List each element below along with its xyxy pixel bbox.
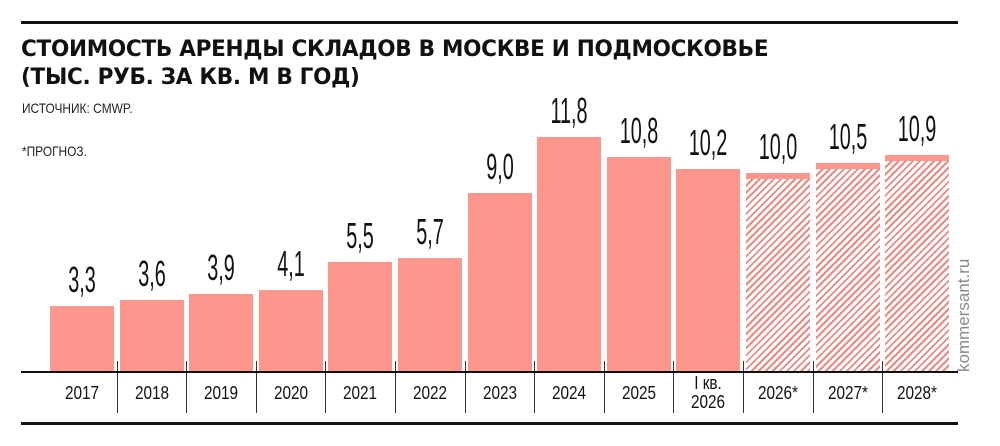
source-note: ИСТОЧНИК: CMWP. — [22, 100, 133, 116]
category-label: 2023 — [482, 383, 517, 403]
bar-2 — [189, 293, 254, 371]
value-label: 3,6 — [137, 252, 166, 294]
value-label: 10,5 — [828, 116, 867, 158]
axis-tick — [882, 361, 884, 413]
value-label: 10,8 — [619, 110, 659, 152]
axis-tick — [603, 361, 605, 413]
axis-tick — [673, 361, 675, 413]
forecast-note: *ПРОГНОЗ. — [22, 143, 87, 159]
category-label: 2022 — [412, 383, 448, 403]
category-label: 2018 — [134, 383, 169, 403]
forecast-bar-cap — [815, 163, 880, 170]
value-label: 9,0 — [485, 145, 514, 187]
axis-tick — [743, 361, 744, 413]
axis-tick — [325, 361, 327, 413]
value-label: 4,1 — [277, 242, 305, 284]
value-label: 10,0 — [758, 126, 798, 167]
bar-5 — [398, 258, 462, 371]
forecast-bar-cap — [746, 173, 810, 179]
bar-4 — [328, 262, 393, 371]
value-label: 3,3 — [68, 258, 96, 300]
bar-6 — [467, 192, 532, 371]
value-label: 5,5 — [346, 215, 375, 257]
axis-tick — [395, 361, 396, 413]
bar-12 — [885, 155, 950, 371]
axis-tick — [812, 361, 814, 413]
bar-1 — [119, 299, 184, 371]
category-label: 2027* — [827, 383, 868, 403]
forecast-bar-cap — [885, 155, 950, 162]
category-label: 2021 — [343, 383, 378, 403]
category-label: 2019 — [204, 383, 239, 403]
axis-tick — [534, 361, 536, 413]
chart-title-line2: (ТЫС. РУБ. ЗА КВ. М В ГОД) — [21, 65, 360, 90]
x-axis — [21, 371, 958, 373]
category-label: 2020 — [273, 383, 308, 403]
bar-7 — [537, 137, 602, 371]
chart-title-line1: СТОИМОСТЬ АРЕНДЫ СКЛАДОВ В МОСКВЕ И ПОДМ… — [21, 37, 769, 62]
value-label: 10,9 — [897, 108, 937, 150]
axis-tick — [116, 361, 118, 413]
bar-8 — [606, 157, 671, 371]
value-label: 11,8 — [550, 90, 588, 132]
category-label: 2028* — [897, 383, 938, 403]
category-label: 2025 — [621, 383, 656, 403]
bar-0 — [50, 305, 114, 371]
category-label: 2024 — [552, 383, 587, 403]
bar-10 — [746, 173, 810, 371]
value-label: 5,7 — [416, 211, 444, 253]
bar-3 — [258, 289, 323, 371]
bar-9 — [676, 169, 741, 371]
value-label: 3,9 — [207, 246, 235, 288]
value-label: 10,2 — [689, 122, 728, 164]
bar-11 — [815, 163, 880, 371]
axis-tick — [464, 361, 466, 413]
top-rule — [21, 21, 958, 24]
axis-tick — [255, 361, 257, 413]
bottom-rule — [21, 422, 958, 425]
category-label: 2026* — [757, 383, 799, 403]
chart-title: СТОИМОСТЬ АРЕНДЫ СКЛАДОВ В МОСКВЕ И ПОДМ… — [21, 36, 769, 92]
watermark: kommersant.ru — [954, 258, 973, 372]
category-label: I кв. 2026 — [691, 373, 726, 412]
category-label: 2017 — [64, 383, 100, 403]
axis-tick — [186, 361, 188, 413]
